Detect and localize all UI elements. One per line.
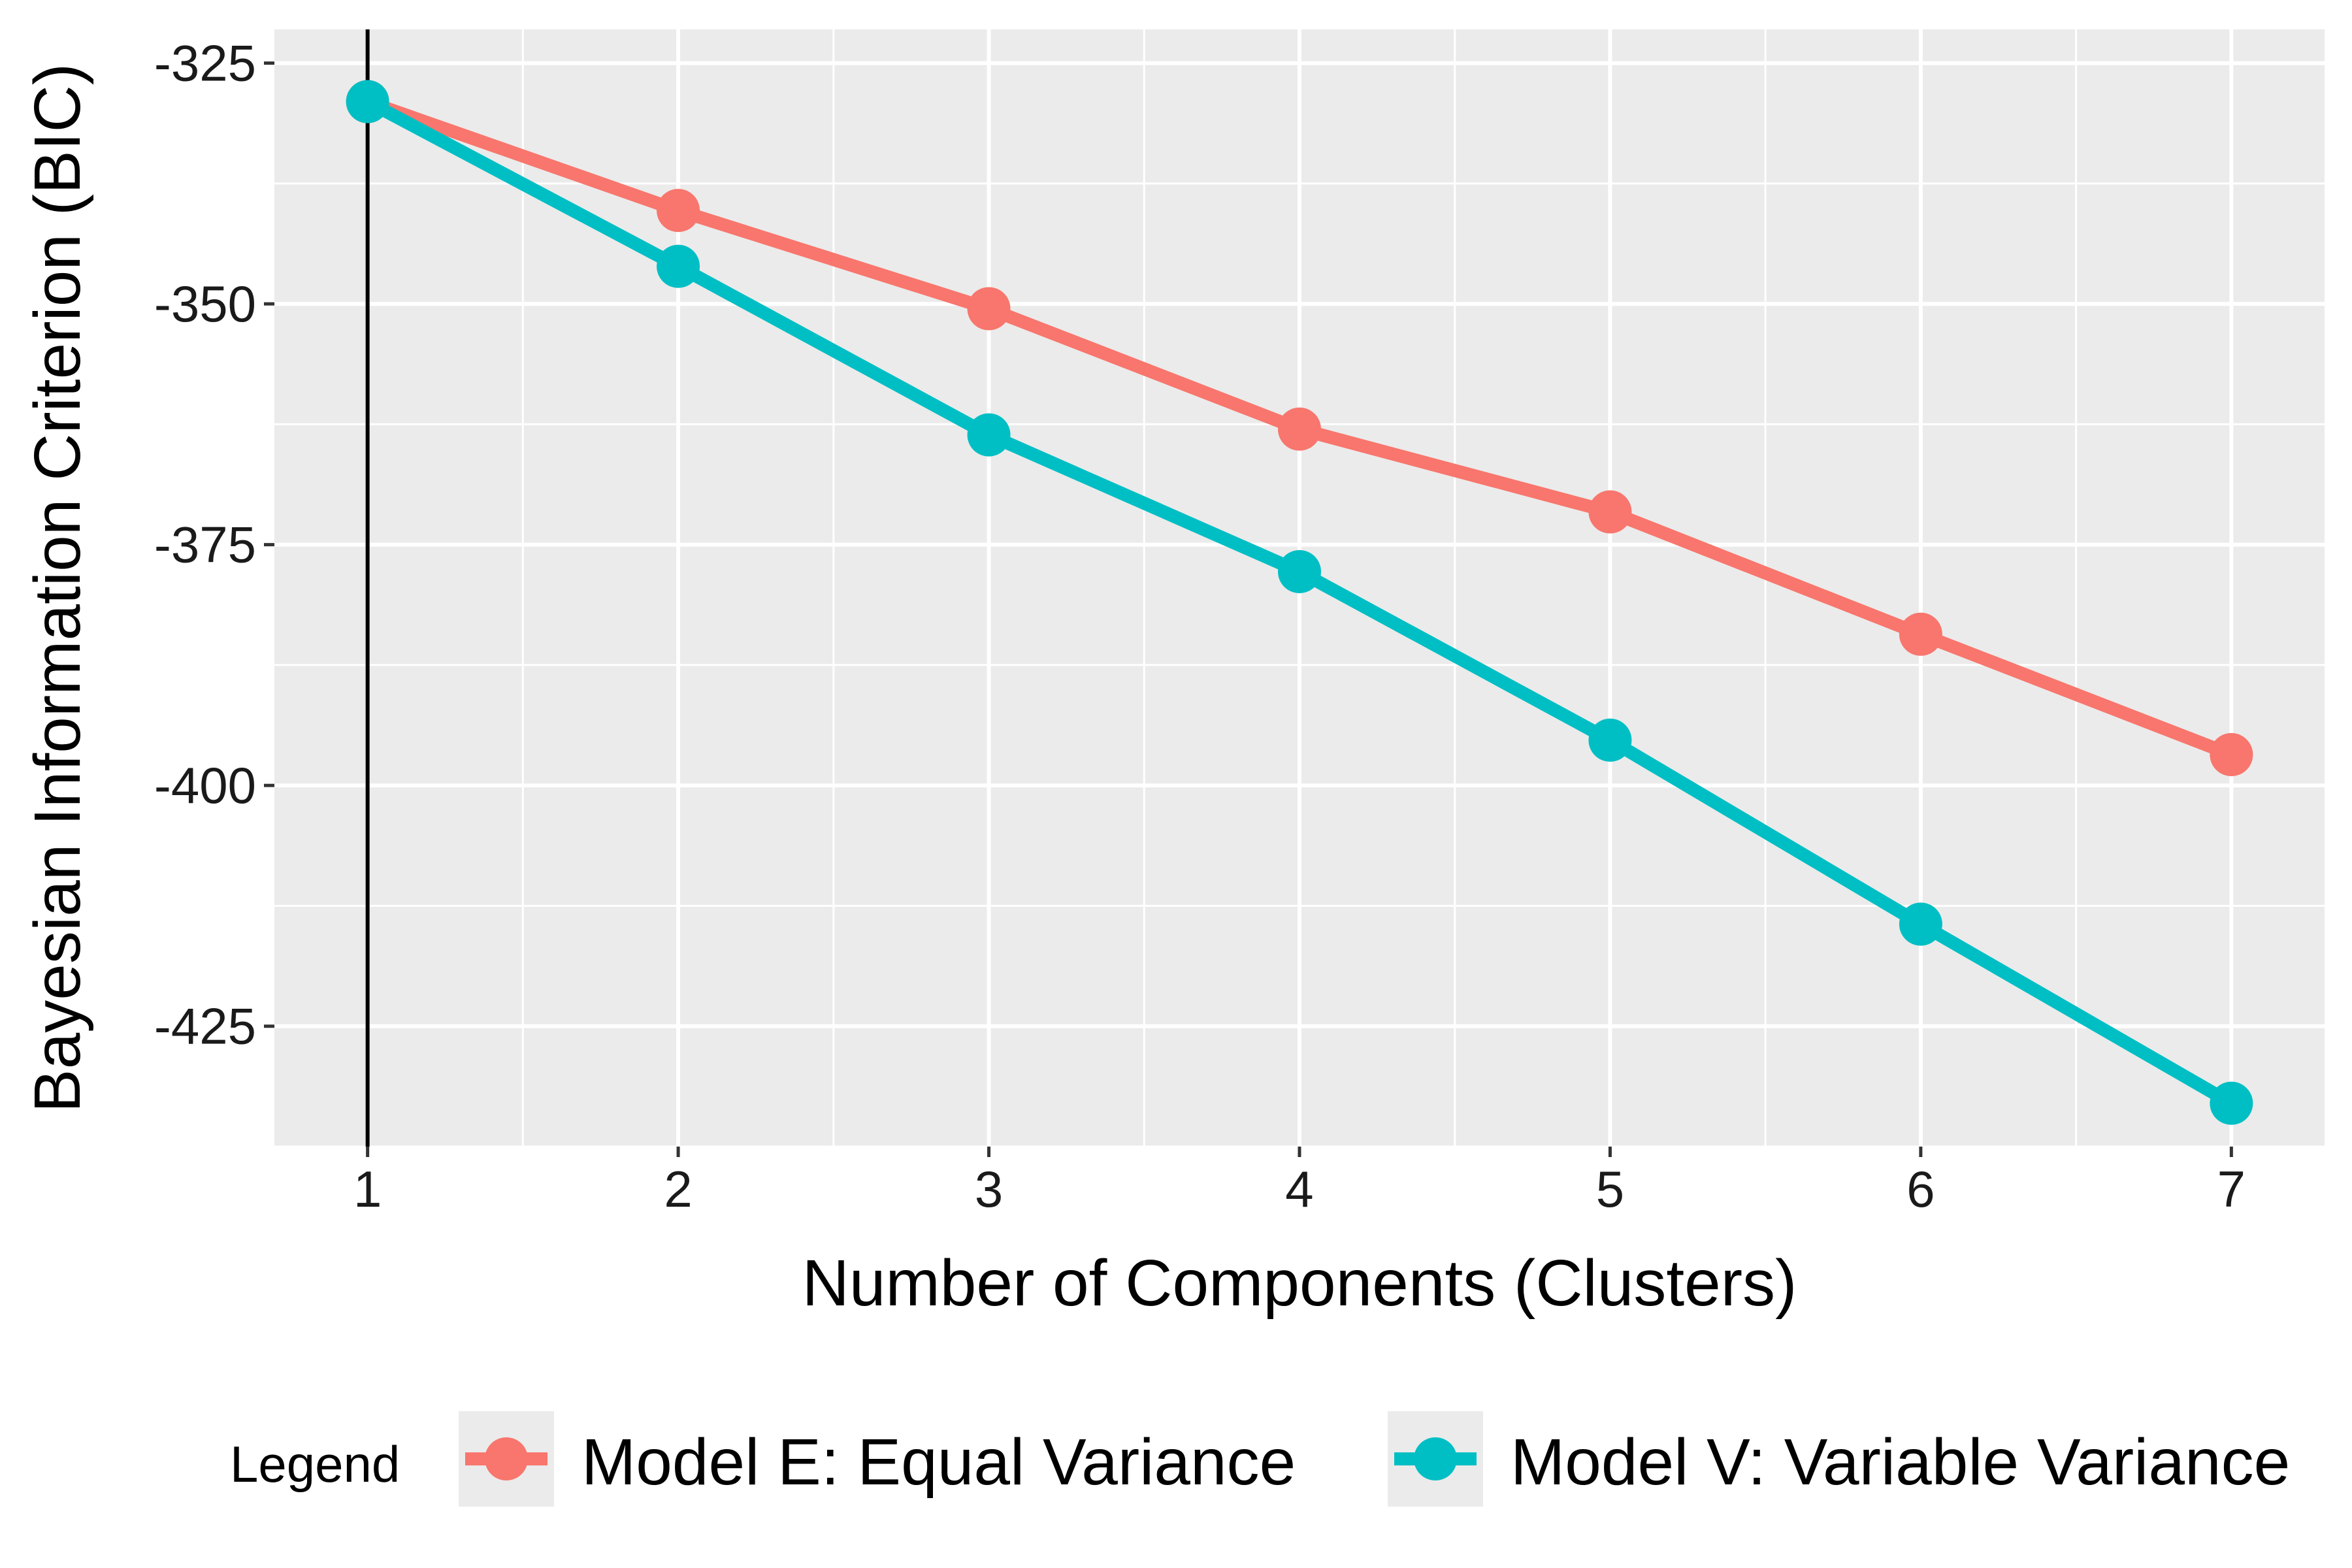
legend-title: Legend [230,1435,400,1493]
y-tick-label: -350 [154,275,256,333]
x-axis-title: Number of Components (Clusters) [802,1247,1797,1320]
y-axis-title: Bayesian Information Criterion (BIC) [21,63,94,1113]
data-point-model-v [967,413,1011,457]
data-point-model-v [1899,902,1942,946]
x-tick-label: 3 [975,1160,1003,1218]
data-point-model-e [967,287,1011,331]
x-tick-label: 4 [1285,1160,1313,1218]
x-tick-label: 6 [1906,1160,1935,1218]
data-point-model-v [346,80,389,123]
data-point-model-e [2210,733,2253,777]
y-tick-label: -375 [154,516,256,574]
legend: Legend Model E: Equal Variance Model V: … [230,1411,2290,1507]
legend-key-point-model-e [485,1437,528,1480]
data-point-model-v [1588,718,1632,762]
y-tick-label: -425 [154,998,256,1055]
legend-label-model-v: Model V: Variable Variance [1511,1426,2290,1499]
x-tick-label: 5 [1596,1160,1624,1218]
legend-label-model-e: Model E: Equal Variance [581,1426,1296,1499]
legend-key-point-model-v [1414,1437,1457,1480]
data-point-model-e [1588,490,1632,534]
y-axis: -325 -350 -375 -400 -425 [154,35,274,1055]
x-tick-label: 7 [2217,1160,2246,1218]
data-point-model-v [657,244,700,288]
x-tick-label: 2 [664,1160,692,1218]
data-point-model-e [1899,612,1942,656]
series-points [346,80,2253,1125]
y-tick-label: -400 [154,757,256,814]
data-point-model-e [1278,407,1321,451]
y-tick-label: -325 [154,35,256,92]
legend-item-model-v: Model V: Variable Variance [1388,1411,2290,1507]
data-point-model-v [2210,1081,2253,1125]
data-point-model-e [657,189,700,233]
x-axis: 1 2 3 4 5 6 7 [353,1147,2246,1218]
data-point-model-v [1278,549,1321,593]
x-tick-label: 1 [353,1160,382,1218]
legend-item-model-e: Model E: Equal Variance [459,1411,1296,1507]
